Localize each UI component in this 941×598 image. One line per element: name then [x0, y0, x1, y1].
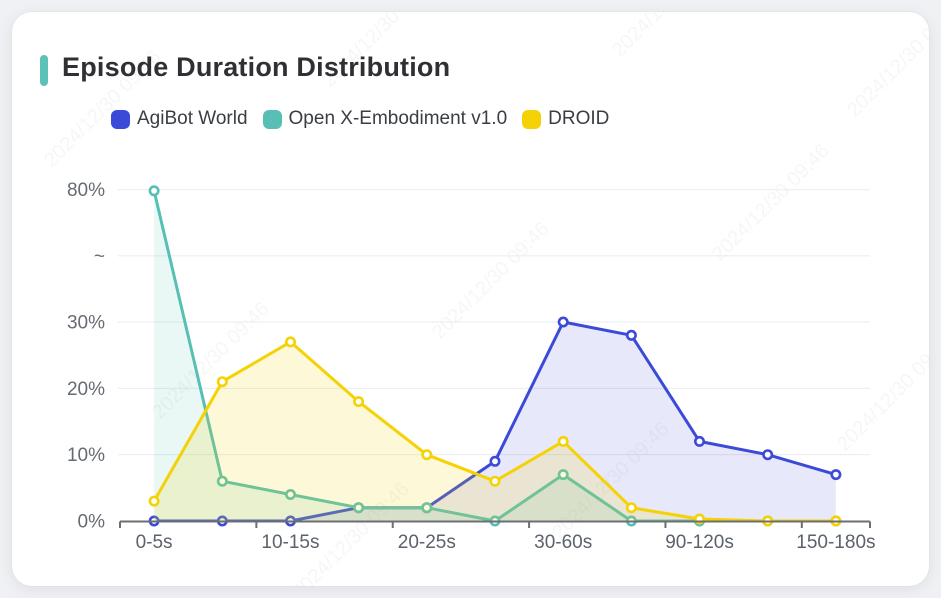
- legend-item-agibot-world[interactable]: AgiBot World: [111, 108, 248, 130]
- data-point-marker[interactable]: [489, 455, 501, 467]
- y-axis-label: 0%: [78, 512, 106, 533]
- x-axis-label: 150-180s: [796, 532, 875, 553]
- timestamp-watermark: 2024/12/30 09:46: [708, 140, 834, 266]
- data-point-marker[interactable]: [148, 185, 160, 197]
- area-fill: [154, 322, 836, 521]
- timestamp-watermark: 2024/12/30 09:46: [318, 12, 444, 92]
- y-axis-label: 20%: [67, 379, 105, 400]
- timestamp-watermark: 2024/12/30 09:46: [833, 330, 929, 456]
- x-axis-label: 10-15s: [261, 532, 319, 553]
- data-point-marker[interactable]: [557, 316, 569, 328]
- timestamp-watermark: 2024/12/30 09:46: [843, 12, 929, 122]
- timestamp-watermark: 2024/12/30 09:46: [428, 218, 554, 344]
- data-point-marker[interactable]: [148, 495, 160, 507]
- data-point-marker[interactable]: [557, 469, 569, 481]
- timestamp-watermark: 2024/12/30 09:46: [40, 46, 166, 172]
- legend-item-droid[interactable]: DROID: [522, 108, 609, 130]
- data-point-marker[interactable]: [830, 469, 842, 481]
- y-axis-label: 80%: [67, 180, 105, 201]
- area-fill: [154, 341, 836, 521]
- x-axis-label: 20-25s: [398, 532, 456, 553]
- legend-swatch-icon: [111, 109, 130, 129]
- data-point-marker[interactable]: [284, 336, 296, 348]
- data-point-marker[interactable]: [762, 449, 774, 461]
- data-point-marker[interactable]: [284, 488, 296, 500]
- data-point-marker[interactable]: [625, 329, 637, 341]
- legend-swatch-icon: [522, 109, 542, 129]
- data-point-marker[interactable]: [353, 396, 365, 408]
- y-axis-label: 30%: [67, 313, 105, 334]
- data-point-marker[interactable]: [693, 435, 705, 447]
- area-fill: [154, 190, 836, 522]
- legend-label: Open X-Embodiment v1.0: [288, 108, 508, 129]
- data-point-marker[interactable]: [421, 502, 433, 514]
- chart-title: Episode Duration Distribution: [62, 52, 451, 82]
- data-point-marker[interactable]: [489, 475, 501, 487]
- x-axis-label: 30-60s: [534, 532, 592, 553]
- timestamp-watermark: 2024/12/30 09:46: [608, 12, 734, 62]
- chart-card: Episode Duration Distribution AgiBot Wor…: [12, 12, 929, 586]
- x-axis-label: 90-120s: [665, 532, 734, 553]
- title-accent-bar: [40, 55, 48, 86]
- data-point-marker[interactable]: [353, 502, 365, 514]
- data-point-marker[interactable]: [421, 449, 433, 461]
- duration-distribution-chart: 2024/12/30 09:462024/12/30 09:462024/12/…: [40, 12, 929, 586]
- data-point-marker[interactable]: [216, 475, 228, 487]
- legend-label: DROID: [548, 108, 610, 129]
- y-axis-break-symbol: ~: [94, 246, 105, 267]
- chart-legend: AgiBot World Open X-Embodiment v1.0 DROID: [111, 108, 609, 130]
- legend-label: AgiBot World: [137, 108, 248, 129]
- data-point-marker[interactable]: [625, 502, 637, 514]
- y-axis-label: 10%: [67, 445, 105, 466]
- data-point-marker[interactable]: [557, 435, 569, 447]
- data-point-marker[interactable]: [216, 376, 228, 388]
- legend-item-open-x-embodiment-v1-0[interactable]: Open X-Embodiment v1.0: [262, 108, 508, 130]
- x-axis-label: 0-5s: [136, 532, 173, 553]
- legend-swatch-icon: [262, 109, 282, 129]
